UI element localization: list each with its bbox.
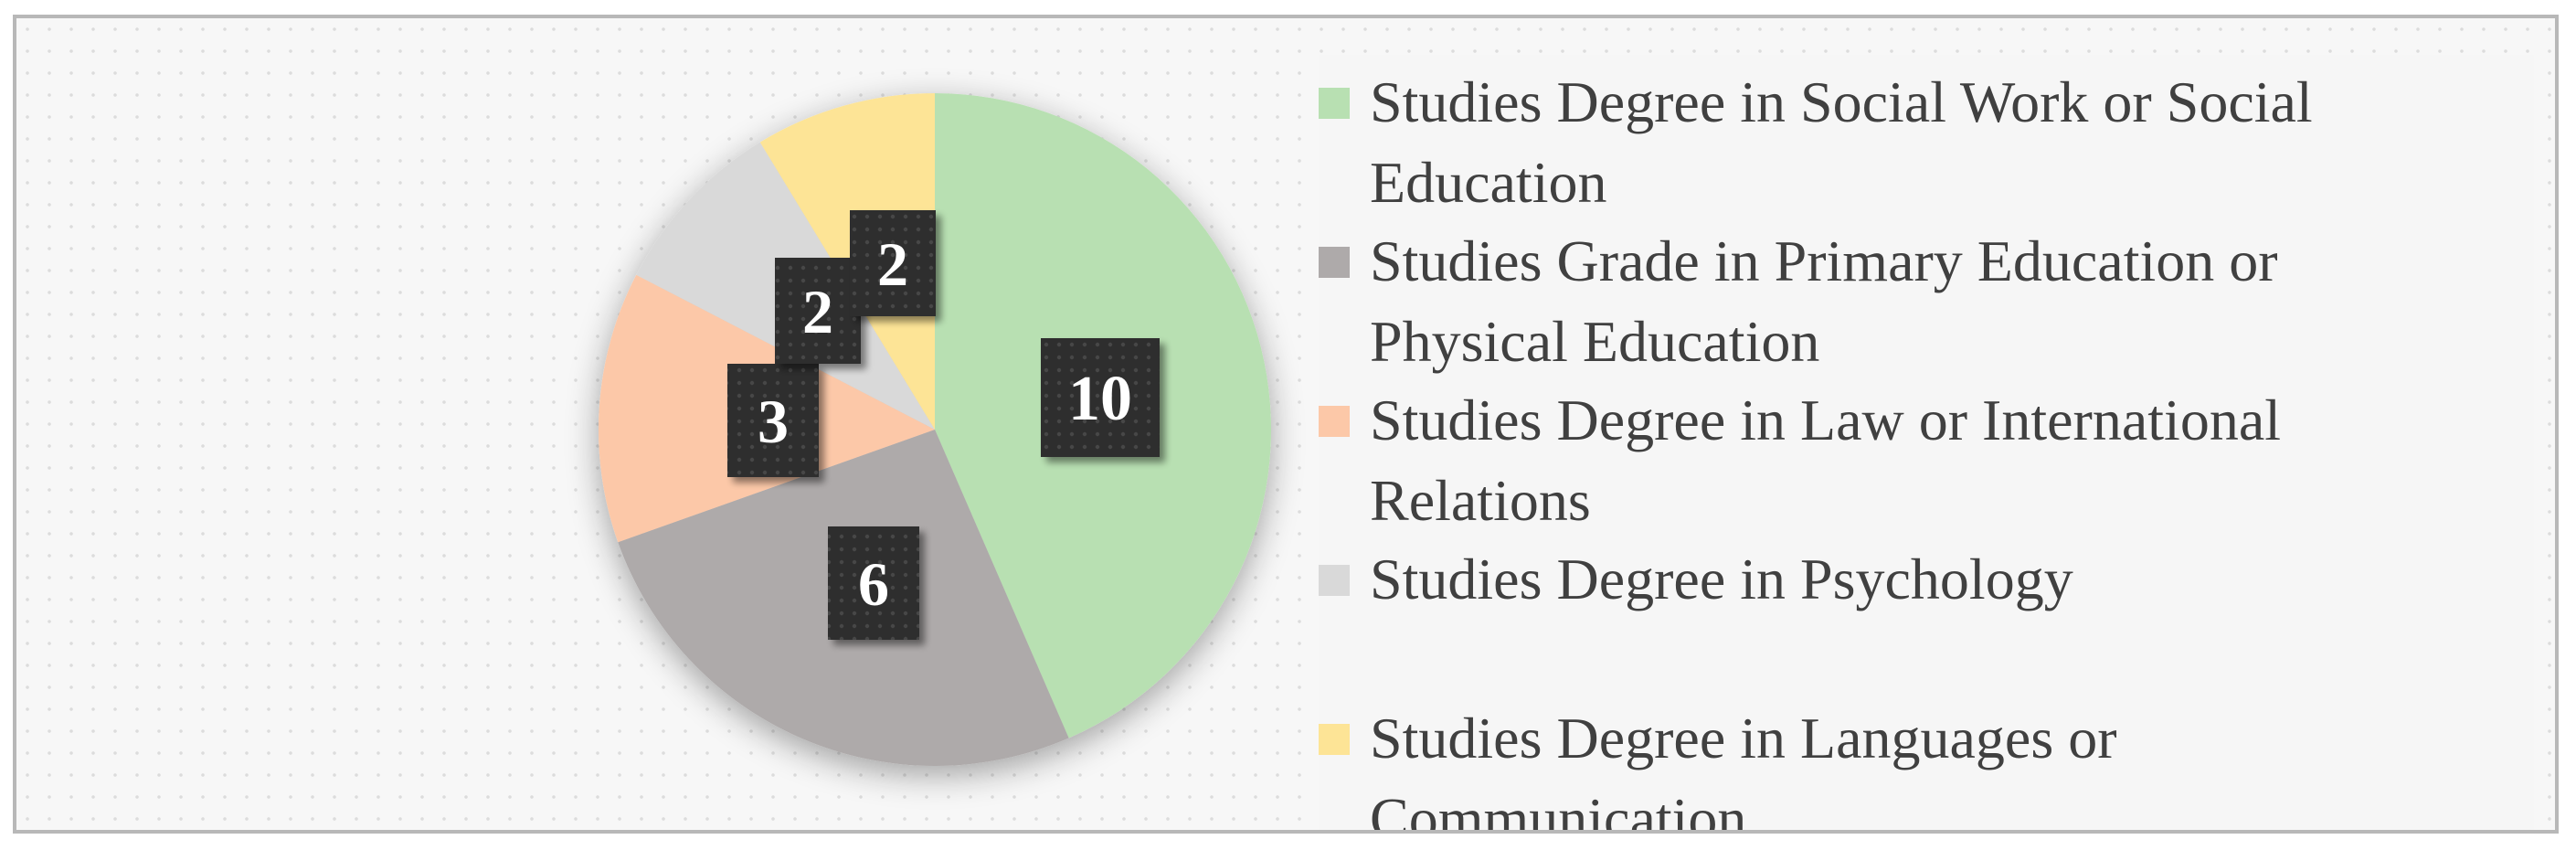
data-label-box bbox=[775, 258, 861, 364]
legend-item-languages: Studies Degree in Languages or Communica… bbox=[1319, 698, 2512, 834]
legend-label-line1: Studies Degree in Psychology bbox=[1370, 547, 2073, 611]
legend-item-psychology: Studies Degree in Psychology bbox=[1319, 539, 2512, 620]
data-label-psychology: 2 bbox=[775, 258, 861, 364]
legend-label-line2: Communication bbox=[1370, 786, 1747, 834]
legend-label-line1: Studies Degree in Law or International bbox=[1370, 388, 2281, 452]
legend-label-line2: Physical Education bbox=[1370, 309, 1820, 374]
legend-item-primary-education: Studies Grade in Primary Education or Ph… bbox=[1319, 221, 2512, 382]
data-label-law: 3 bbox=[727, 364, 819, 477]
legend-label-line1: Studies Grade in Primary Education or bbox=[1370, 228, 2278, 293]
legend-item-law: Studies Degree in Law or International R… bbox=[1319, 380, 2512, 541]
data-label-text: 10 bbox=[1068, 364, 1132, 434]
legend-label-line2: Relations bbox=[1370, 468, 1591, 533]
data-label-box bbox=[828, 526, 919, 640]
data-label-box bbox=[850, 210, 936, 316]
legend-swatch-languages bbox=[1319, 724, 1350, 755]
legend-swatch-psychology bbox=[1319, 565, 1350, 596]
legend-swatch-primary-education bbox=[1319, 247, 1350, 278]
data-label-text: 2 bbox=[802, 277, 833, 346]
data-label-text: 2 bbox=[877, 229, 908, 299]
legend-label-line2: Education bbox=[1370, 150, 1607, 215]
data-label-text: 6 bbox=[858, 549, 889, 619]
data-label-box bbox=[1041, 338, 1160, 457]
data-label-box bbox=[727, 364, 819, 477]
chart-legend: Studies Degree in Social Work or Social … bbox=[1319, 55, 2534, 834]
legend-label-line1: Studies Degree in Social Work or Social bbox=[1370, 69, 2313, 134]
data-label-primary-education: 6 bbox=[828, 526, 919, 640]
data-label-languages: 2 bbox=[850, 210, 936, 316]
legend-item-social-work: Studies Degree in Social Work or Social … bbox=[1319, 62, 2512, 223]
chart-frame: 10 6 3 2 2 Studies Degree in Social Work or … bbox=[13, 15, 2559, 834]
legend-swatch-social-work bbox=[1319, 88, 1350, 119]
data-label-social-work: 10 bbox=[1041, 338, 1160, 457]
data-label-text: 3 bbox=[758, 387, 789, 456]
legend-swatch-law bbox=[1319, 406, 1350, 437]
pie-slices bbox=[599, 93, 1271, 766]
legend-label-line1: Studies Degree in Languages or bbox=[1370, 706, 2117, 770]
